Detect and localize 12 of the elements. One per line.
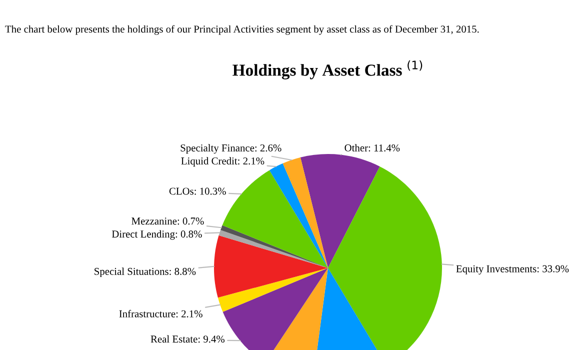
slice-label: Liquid Credit: 2.1% <box>181 157 264 167</box>
slice-label: Other: 11.4% <box>344 144 400 152</box>
slice-label: Real Estate: 9.4% <box>150 335 224 343</box>
slice-label: Equity Investments: 33.9% <box>456 265 569 274</box>
chart-title: Holdings by Asset Class $^{(1)}$ <box>232 60 422 80</box>
text: The chart below presents the holdings of our Principal Activities segment by asset class as of December 31, 2015. <box>5 25 479 35</box>
slice-label: Direct Lending: 0.8% <box>112 230 202 240</box>
slice-label: Mezzanine: 0.7% <box>132 218 204 225</box>
slice-label: Specialty Finance: 2.6% <box>180 144 282 154</box>
slice-label: Special Situations: 8.8% <box>94 268 196 278</box>
slice-label: CLOs: 10.3% <box>169 188 226 195</box>
slice-label: Infrastructure: 2.1% <box>119 310 202 318</box>
